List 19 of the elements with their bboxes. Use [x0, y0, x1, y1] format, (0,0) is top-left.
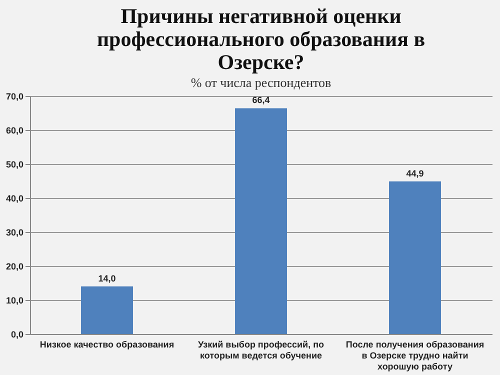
y-tick-label: 50,0 [6, 160, 24, 170]
x-tick-label: После получения образования в Озерске трудно найти хорошую работу [346, 340, 484, 372]
y-tick-label: 0,0 [10, 330, 24, 340]
y-tick-label: 40,0 [6, 194, 24, 204]
chart-title: Причины негативной оценки профессионального образования в Озерске? [96, 4, 426, 74]
y-tick-label: 70,0 [6, 92, 24, 102]
data-label: 44,9 [406, 168, 424, 178]
y-tick-label: 20,0 [6, 262, 24, 272]
x-tick-label: Низкое качество образования [40, 340, 174, 350]
y-tick-label: 10,0 [6, 296, 24, 306]
data-label: 66,4 [252, 95, 270, 106]
data-label: 14,0 [98, 273, 116, 284]
chart-subtitle: % от числа респондентов [190, 75, 332, 90]
y-tick-label: 30,0 [6, 228, 24, 238]
bar [81, 286, 133, 334]
y-tick-label: 60,0 [6, 126, 24, 136]
bar [235, 108, 287, 334]
x-tick-label: Узкий выбор профессий, по которым ведется обучение [198, 340, 325, 360]
bar [389, 181, 441, 334]
